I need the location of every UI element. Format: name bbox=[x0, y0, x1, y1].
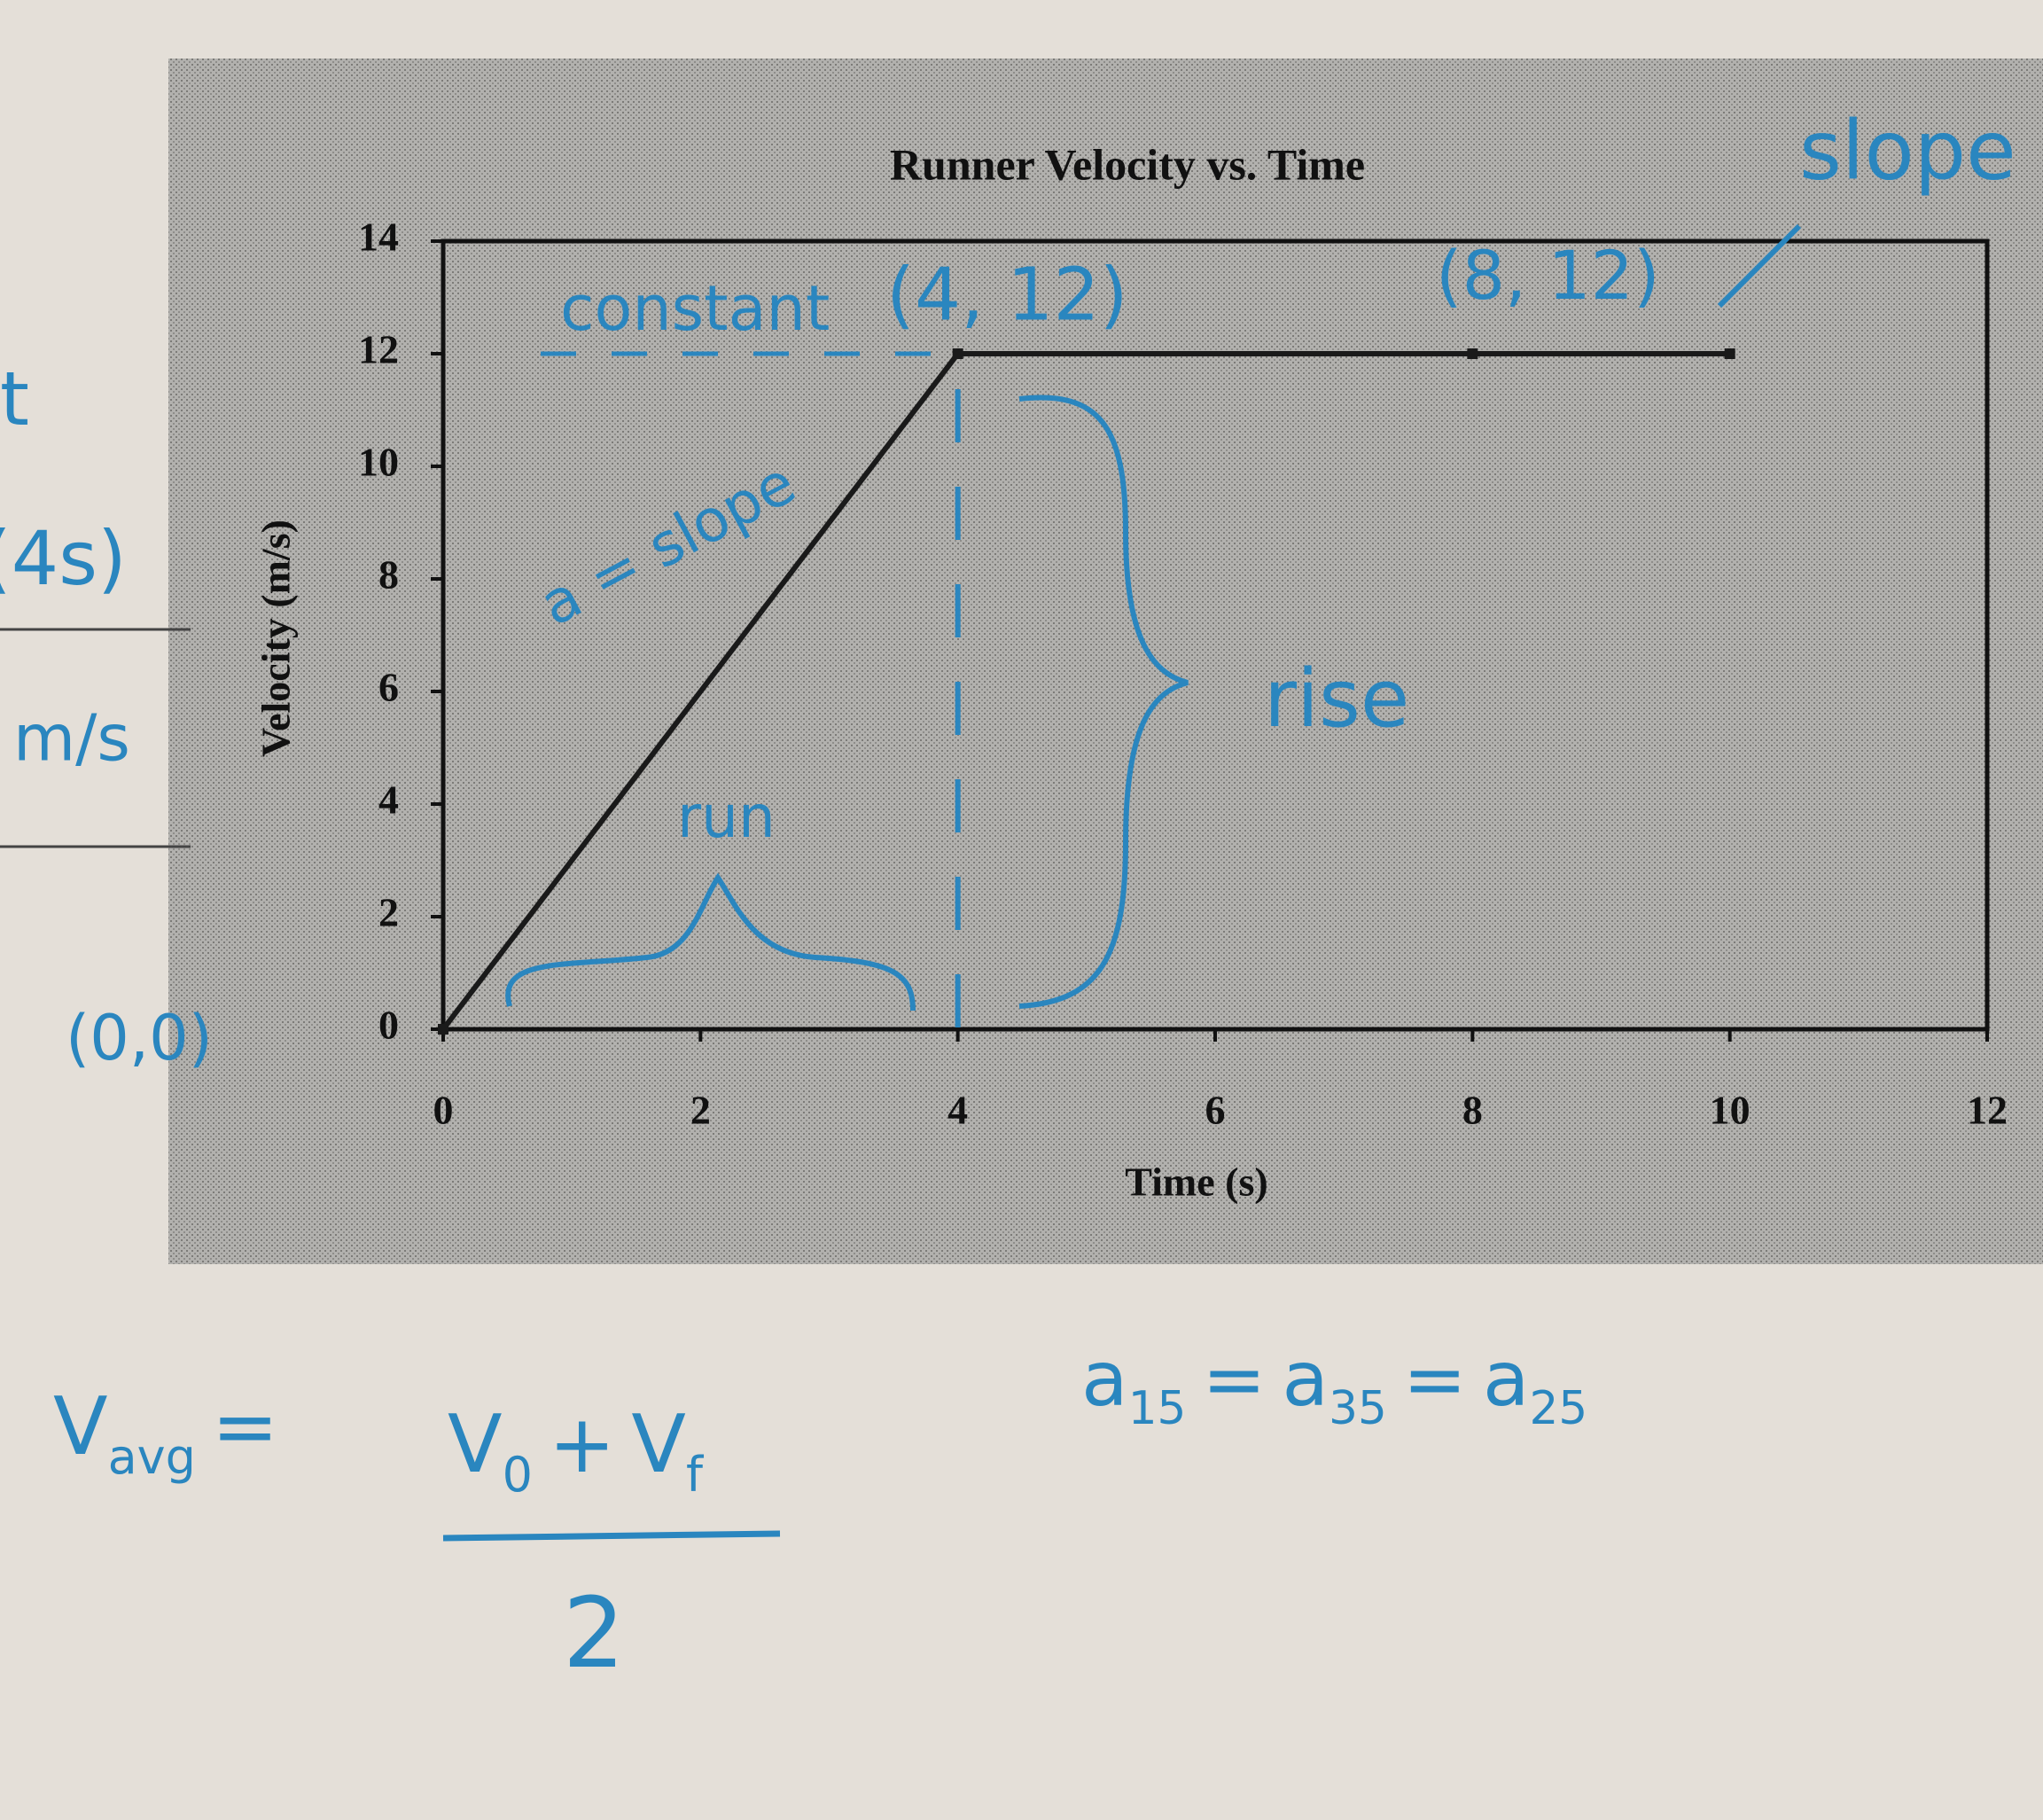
y-tick-label: 10 bbox=[358, 440, 399, 485]
formula-term: = bbox=[1403, 1335, 1467, 1424]
annotation: (4s) bbox=[0, 515, 127, 602]
data-point bbox=[1724, 348, 1735, 359]
y-tick-label: 4 bbox=[378, 777, 399, 823]
y-tick-label: 14 bbox=[358, 215, 399, 260]
annotation: rise bbox=[1264, 652, 1409, 746]
chart-title: Runner Velocity vs. Time bbox=[890, 139, 1365, 189]
y-tick-label: 6 bbox=[378, 665, 399, 710]
data-point bbox=[438, 1024, 448, 1035]
formula-term: a bbox=[1081, 1335, 1128, 1424]
annotation: slope bbox=[1799, 103, 2016, 198]
formula-numerator: V0 + Vf bbox=[448, 1398, 705, 1503]
formula-term: + bbox=[549, 1398, 615, 1491]
y-tick-label: 8 bbox=[378, 552, 399, 598]
formula-lhs: Vavg = bbox=[53, 1380, 278, 1485]
x-tick-label: 4 bbox=[947, 1088, 968, 1133]
chart-panel bbox=[168, 59, 2043, 1264]
formula-denominator: 2 bbox=[563, 1576, 625, 1690]
formula-subscript: avg bbox=[108, 1429, 196, 1485]
annotation: run bbox=[677, 783, 776, 851]
y-tick-label: 2 bbox=[378, 890, 399, 935]
slope-arrow bbox=[1717, 223, 1802, 309]
annotation: m/s bbox=[13, 701, 130, 776]
y-axis-label: Velocity (m/s) bbox=[253, 519, 299, 757]
formula-term: a bbox=[1483, 1335, 1530, 1424]
formula-subscript: f bbox=[686, 1447, 705, 1503]
annotation: (4, 12) bbox=[886, 253, 1128, 337]
annotation: (8, 12) bbox=[1436, 236, 1660, 315]
y-tick-label: 0 bbox=[378, 1003, 399, 1048]
run-brace bbox=[505, 872, 916, 1012]
formula-term: V bbox=[53, 1380, 108, 1473]
formula-subscript: 15 bbox=[1128, 1382, 1187, 1435]
formula-subscript: 25 bbox=[1530, 1382, 1588, 1435]
x-axis-label: Time (s) bbox=[1125, 1160, 1267, 1205]
x-tick-label: 8 bbox=[1462, 1088, 1483, 1133]
data-point bbox=[952, 348, 963, 359]
formula-term: V bbox=[631, 1398, 686, 1491]
annotation: constant bbox=[560, 272, 830, 345]
rise-brace bbox=[1018, 394, 1189, 1009]
formula-subscript: 0 bbox=[503, 1447, 533, 1503]
x-tick-label: 12 bbox=[1967, 1088, 2008, 1133]
x-tick-label: 10 bbox=[1710, 1088, 1751, 1133]
fraction-bar bbox=[442, 1530, 781, 1542]
data-line bbox=[441, 351, 1730, 1031]
x-tick-label: 0 bbox=[433, 1088, 454, 1133]
x-tick-label: 6 bbox=[1205, 1088, 1226, 1133]
formula-term: a bbox=[1282, 1335, 1329, 1424]
annotation: (0,0) bbox=[66, 1002, 213, 1074]
formula-accelerations: a15 = a35 = a25 bbox=[1081, 1335, 1587, 1435]
formula-term: V bbox=[448, 1398, 503, 1491]
formula-subscript: 35 bbox=[1329, 1382, 1387, 1435]
formula-term: = bbox=[1202, 1335, 1266, 1424]
data-point bbox=[1467, 348, 1478, 359]
annotation: t bbox=[0, 355, 29, 442]
formula-term: = bbox=[212, 1380, 278, 1473]
y-tick-label: 12 bbox=[358, 327, 399, 372]
x-tick-label: 2 bbox=[690, 1088, 711, 1133]
